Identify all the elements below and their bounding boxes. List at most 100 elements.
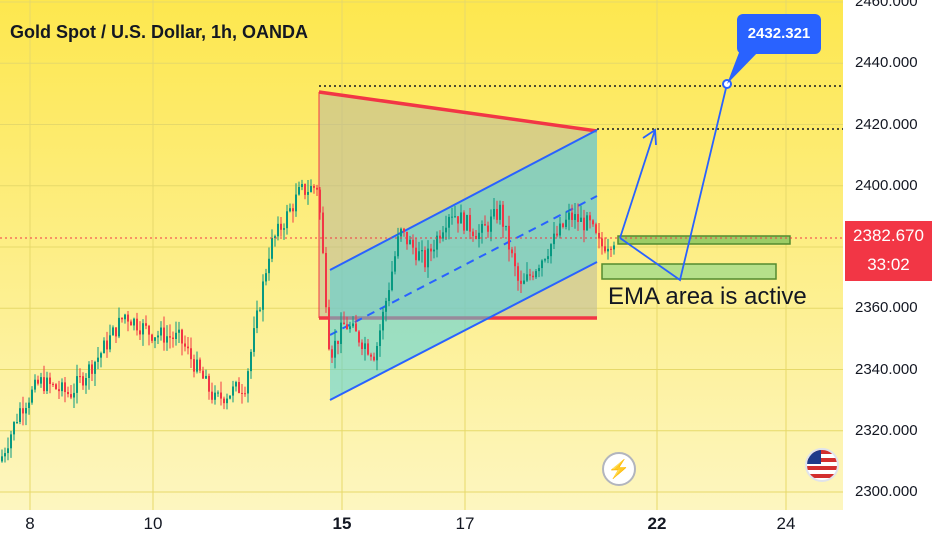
candle-body xyxy=(340,322,342,344)
time-tick-label: 8 xyxy=(25,514,35,533)
candle-body xyxy=(409,239,411,245)
candle-body xyxy=(508,225,510,250)
candle-body xyxy=(118,317,120,337)
candle-body xyxy=(157,335,159,338)
candle-body xyxy=(184,343,186,347)
candle-body xyxy=(469,214,471,232)
candle-body xyxy=(124,314,126,320)
candle-body xyxy=(553,233,555,245)
candle-body xyxy=(172,337,174,339)
target-price-callout[interactable]: 2432.321 xyxy=(737,14,821,54)
candle-body xyxy=(277,223,279,237)
candle-body xyxy=(466,214,468,231)
candle-body xyxy=(550,244,552,257)
ascending-channel xyxy=(329,129,598,401)
candle-body xyxy=(202,370,204,379)
candle-body xyxy=(133,318,135,326)
candle-body xyxy=(283,228,285,230)
candle-body xyxy=(451,216,453,218)
candle-body xyxy=(88,364,90,379)
callout-pointer xyxy=(727,50,760,84)
candle-body xyxy=(67,392,69,395)
candle-body xyxy=(253,328,255,352)
candle-body xyxy=(301,184,303,188)
candle-body xyxy=(55,384,57,390)
candle-body xyxy=(505,225,507,227)
candle-body xyxy=(304,184,306,195)
candle-body xyxy=(268,258,270,274)
price-tick-label: 2460.000 xyxy=(855,0,918,10)
us-flag-icon[interactable] xyxy=(805,448,839,482)
candle-body xyxy=(487,225,489,232)
candle-body xyxy=(457,216,459,224)
candle-body xyxy=(16,421,18,423)
price-tick-label: 2400.000 xyxy=(855,176,918,194)
candle-body xyxy=(481,224,483,233)
candle-body xyxy=(145,323,147,326)
arrow-head-1 xyxy=(642,128,657,146)
candle-body xyxy=(493,208,495,217)
candle-body xyxy=(127,314,129,322)
candle-body xyxy=(289,208,291,212)
candle-body xyxy=(160,327,162,336)
candle-body xyxy=(70,394,72,398)
candle-body xyxy=(445,227,447,233)
candle-body xyxy=(19,408,21,422)
candle-body xyxy=(7,448,9,454)
candle-body xyxy=(400,228,402,237)
candle-body xyxy=(544,259,546,261)
candle-body xyxy=(595,224,597,233)
candle-body xyxy=(217,392,219,394)
candle-body xyxy=(541,260,543,269)
candle-body xyxy=(565,219,567,227)
candle-body xyxy=(514,253,516,267)
candle-body xyxy=(271,237,273,259)
candle-body xyxy=(523,280,525,284)
candle-body xyxy=(376,345,378,361)
candle-body xyxy=(115,327,117,337)
candle-body xyxy=(163,327,165,343)
candle-body xyxy=(40,377,42,384)
candle-body xyxy=(586,215,588,231)
candle-body xyxy=(91,364,93,374)
candle-body xyxy=(328,307,330,350)
candle-body xyxy=(256,310,258,329)
candle-body xyxy=(433,249,435,252)
candle-body xyxy=(367,343,369,355)
candle-body xyxy=(166,336,168,343)
candle-body xyxy=(394,256,396,272)
candle-body xyxy=(109,335,111,350)
candle-body xyxy=(589,215,591,221)
candle-body xyxy=(325,252,327,308)
candle-body xyxy=(136,318,138,331)
candle-body xyxy=(346,324,348,330)
candle-body xyxy=(139,330,141,335)
candle-body xyxy=(574,214,576,220)
time-tick-label: 10 xyxy=(143,514,163,533)
candle-body xyxy=(448,216,450,228)
current-price-value: 2382.670 xyxy=(853,226,924,245)
ema-zones xyxy=(601,235,791,280)
time-tick-label: 15 xyxy=(332,514,352,533)
candle-body xyxy=(364,343,366,350)
lightning-icon[interactable]: ⚡ xyxy=(602,452,636,486)
candle-body xyxy=(229,395,231,399)
candle-body xyxy=(538,268,540,272)
ema-zone-upper xyxy=(617,235,791,245)
candle-body xyxy=(280,223,282,230)
candle-body xyxy=(388,290,390,301)
candle-body xyxy=(31,389,33,403)
candle-body xyxy=(187,346,189,349)
candle-body xyxy=(64,382,66,393)
projection-arrows xyxy=(619,50,760,282)
candle-body xyxy=(379,330,381,346)
time-tick-label: 17 xyxy=(455,514,475,533)
projection-path-2 xyxy=(619,83,728,282)
candle-body xyxy=(601,238,603,247)
time-axis[interactable]: 8 10 15 17 22 24 xyxy=(0,510,932,550)
triangle-top-line xyxy=(318,90,598,133)
candle-body xyxy=(484,224,486,226)
candle-body xyxy=(244,393,246,395)
